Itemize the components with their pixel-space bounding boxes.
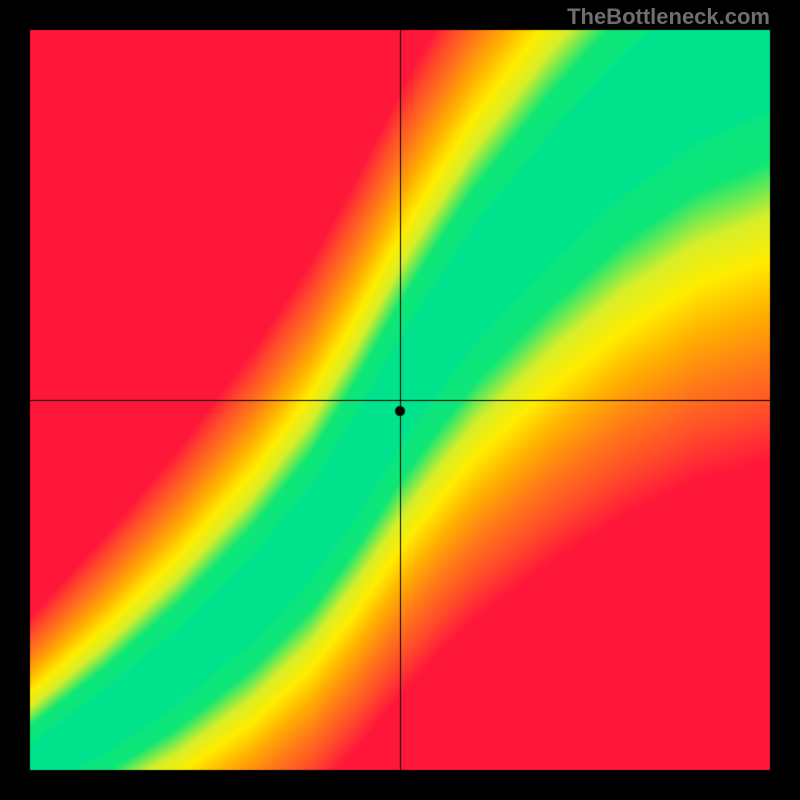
bottleneck-heatmap <box>0 0 800 800</box>
chart-container: TheBottleneck.com <box>0 0 800 800</box>
watermark-text: TheBottleneck.com <box>567 4 770 30</box>
